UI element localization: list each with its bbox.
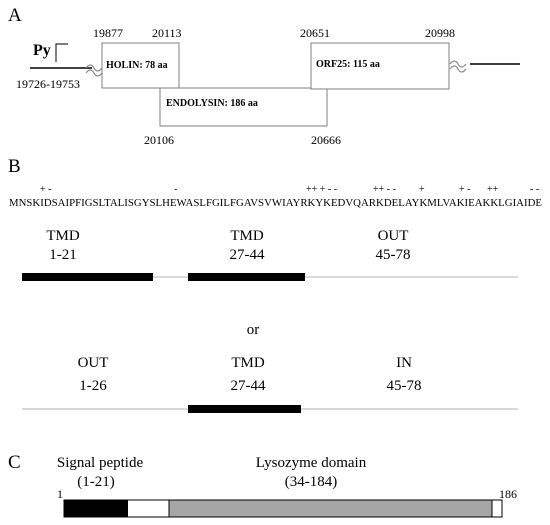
model1-seg2-name: TMD	[230, 228, 264, 244]
orf25-box	[310, 42, 450, 90]
charge-mark: + -	[459, 184, 470, 195]
holin-end: 20113	[152, 26, 182, 40]
domain-end: 186	[499, 487, 517, 501]
endolysin-box	[159, 87, 328, 127]
charge-mark: ++	[487, 184, 499, 195]
charge-mark: - -	[530, 184, 539, 195]
break-right-2	[449, 65, 467, 73]
holin-start: 19877	[93, 26, 123, 40]
lysozyme-domain-range: (34-184)	[285, 474, 338, 490]
signal-peptide-range: (1-21)	[77, 474, 115, 490]
holin-label: HOLIN: 78 aa	[106, 60, 168, 71]
model1-tmd2-bar	[188, 273, 305, 281]
model2-tmd-bar	[188, 405, 301, 413]
model1-seg3-name: OUT	[378, 228, 409, 244]
charge-mark: ++ + - -	[306, 184, 337, 195]
lysozyme-domain-label: Lysozyme domain	[256, 455, 367, 471]
panel-c: C Signal peptide (1-21) Lysozyme domain …	[8, 452, 517, 518]
domain-start: 1	[57, 487, 63, 501]
break-left-1	[85, 64, 103, 72]
model1-seg1-range: 1-21	[49, 247, 77, 263]
holin-box	[101, 42, 180, 89]
charge-mark: -	[174, 184, 177, 195]
panel-b: B + - - ++ + - - ++ - - + + - ++ - - MNS…	[8, 156, 542, 413]
panel-b-label: B	[8, 156, 21, 177]
panel-a: A Py 19726-19753 HOLIN: 78 aa 19877 2011…	[8, 5, 520, 147]
lysozyme-domain-block	[168, 499, 493, 518]
model1-tmd1-bar	[22, 273, 153, 281]
orf25-label: ORF25: 115 aa	[316, 59, 380, 70]
orf25-end: 20998	[425, 26, 455, 40]
model2-seg1-name: OUT	[78, 355, 109, 371]
charge-mark: + -	[40, 184, 51, 195]
model1-seg3-range: 45-78	[376, 247, 411, 263]
model1-seg2-range: 27-44	[230, 247, 265, 263]
model2-seg1-range: 1-26	[79, 378, 107, 394]
charge-mark: ++ - -	[373, 184, 396, 195]
promoter-label: Py	[33, 42, 51, 59]
endolysin-label: ENDOLYSIN: 186 aa	[166, 98, 258, 109]
model2-seg2-name: TMD	[231, 355, 265, 371]
protein-sequence: MNSKIDSAIPFIGSLTALISGYSLHEWASLFGILFGAVSV…	[9, 198, 542, 209]
promoter-arrow	[55, 43, 68, 62]
break-right-1	[449, 60, 467, 68]
endolysin-end: 20666	[311, 133, 341, 147]
model2-seg3-name: IN	[396, 355, 412, 371]
orf25-start: 20651	[300, 26, 330, 40]
signal-peptide-block	[64, 500, 128, 517]
model2-seg3-range: 45-78	[387, 378, 422, 394]
endolysin-start: 20106	[144, 133, 174, 147]
promoter-range: 19726-19753	[16, 77, 80, 91]
model1-seg1-name: TMD	[46, 228, 80, 244]
break-left-2	[85, 69, 103, 77]
or-label: or	[247, 322, 260, 338]
panel-c-label: C	[8, 452, 21, 473]
signal-peptide-label: Signal peptide	[57, 455, 144, 471]
model2-seg2-range: 27-44	[231, 378, 266, 394]
panel-a-label: A	[8, 5, 22, 26]
charge-mark: +	[419, 184, 425, 195]
